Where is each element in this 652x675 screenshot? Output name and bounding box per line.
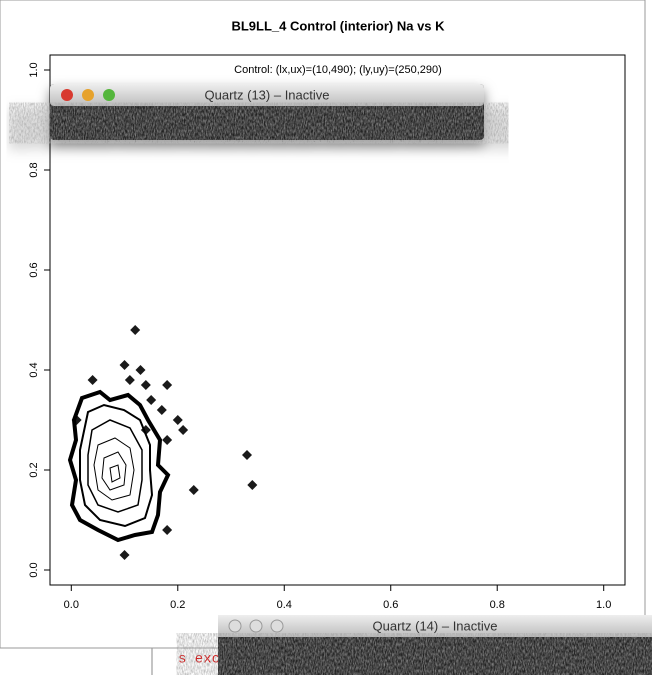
close-button[interactable] bbox=[228, 619, 242, 633]
x-tick-label: 0.2 bbox=[170, 599, 185, 611]
zoom-button[interactable] bbox=[270, 619, 284, 633]
quartz-13-window bbox=[50, 84, 484, 140]
point bbox=[162, 525, 173, 535]
point bbox=[156, 405, 167, 415]
point bbox=[172, 415, 183, 425]
point bbox=[124, 375, 135, 385]
quartz-14-window bbox=[218, 615, 652, 675]
point bbox=[162, 435, 173, 445]
point bbox=[130, 325, 141, 335]
x-tick-label: 0.0 bbox=[64, 599, 79, 611]
x-tick-label: 0.8 bbox=[490, 599, 505, 611]
zoom-button[interactable] bbox=[103, 89, 115, 101]
window-title: Quartz (13) – Inactive bbox=[205, 87, 330, 102]
point bbox=[135, 365, 146, 375]
point bbox=[119, 360, 130, 370]
point bbox=[119, 550, 130, 560]
point bbox=[140, 380, 151, 390]
y-tick-label: 0.4 bbox=[28, 362, 40, 377]
x-tick-label: 1.0 bbox=[596, 599, 611, 611]
behind-text: s exc bbox=[178, 652, 220, 668]
density-contours bbox=[67, 389, 171, 543]
y-tick-label: 0.2 bbox=[28, 462, 40, 477]
point bbox=[247, 480, 258, 490]
point bbox=[241, 450, 252, 460]
y-tick-label: 0.8 bbox=[28, 162, 40, 177]
point bbox=[87, 375, 98, 385]
point bbox=[162, 380, 173, 390]
behind-window bbox=[0, 648, 218, 675]
x-tick-label: 0.4 bbox=[277, 599, 292, 611]
plot-area: 0.0 0.2 0.4 0.6 0.8 1.0 0.0 0.2 0.4 0.6 0.8 1.0 bbox=[28, 62, 611, 611]
y-tick-label: 0.0 bbox=[28, 562, 40, 577]
chart-title: BL9LL_4 Control (interior) Na vs K bbox=[231, 18, 445, 33]
minimize-button[interactable] bbox=[82, 89, 94, 101]
chart-subtitle: Control: (lx,ux)=(10,490); (ly,uy)=(250,… bbox=[234, 64, 442, 76]
point bbox=[178, 425, 189, 435]
minimize-button[interactable] bbox=[249, 619, 263, 633]
point bbox=[188, 485, 199, 495]
y-tick-label: 1.0 bbox=[28, 62, 40, 77]
plot-frame bbox=[49, 54, 626, 586]
point bbox=[146, 395, 157, 405]
window-title: Quartz (14) – Inactive bbox=[373, 618, 498, 633]
x-tick-label: 0.6 bbox=[383, 599, 398, 611]
close-button[interactable] bbox=[61, 89, 73, 101]
y-tick-label: 0.6 bbox=[28, 262, 40, 277]
